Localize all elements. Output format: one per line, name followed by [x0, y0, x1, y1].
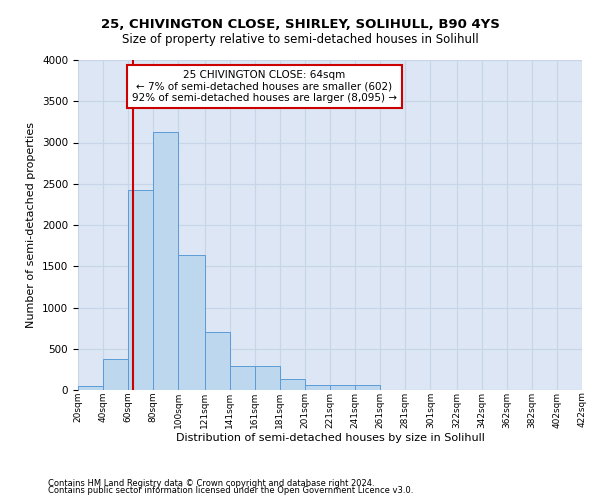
Bar	[355, 386, 380, 390]
Bar	[128, 190, 153, 390]
Bar	[305, 386, 330, 390]
Bar	[205, 332, 230, 390]
Text: Size of property relative to semi-detached houses in Solihull: Size of property relative to semi-detach…	[122, 32, 478, 46]
Bar	[103, 358, 128, 390]
Bar	[230, 366, 255, 390]
Text: 25 CHIVINGTON CLOSE: 64sqm
← 7% of semi-detached houses are smaller (602)
92% of: 25 CHIVINGTON CLOSE: 64sqm ← 7% of semi-…	[132, 70, 397, 103]
Bar	[280, 380, 305, 390]
X-axis label: Distribution of semi-detached houses by size in Solihull: Distribution of semi-detached houses by …	[176, 434, 484, 444]
Y-axis label: Number of semi-detached properties: Number of semi-detached properties	[26, 122, 37, 328]
Text: Contains public sector information licensed under the Open Government Licence v3: Contains public sector information licen…	[48, 486, 413, 495]
Text: 25, CHIVINGTON CLOSE, SHIRLEY, SOLIHULL, B90 4YS: 25, CHIVINGTON CLOSE, SHIRLEY, SOLIHULL,…	[101, 18, 499, 30]
Bar	[78, 386, 103, 390]
Bar	[178, 254, 205, 390]
Bar	[330, 386, 355, 390]
Bar	[255, 366, 280, 390]
Text: Contains HM Land Registry data © Crown copyright and database right 2024.: Contains HM Land Registry data © Crown c…	[48, 478, 374, 488]
Bar	[153, 132, 178, 390]
